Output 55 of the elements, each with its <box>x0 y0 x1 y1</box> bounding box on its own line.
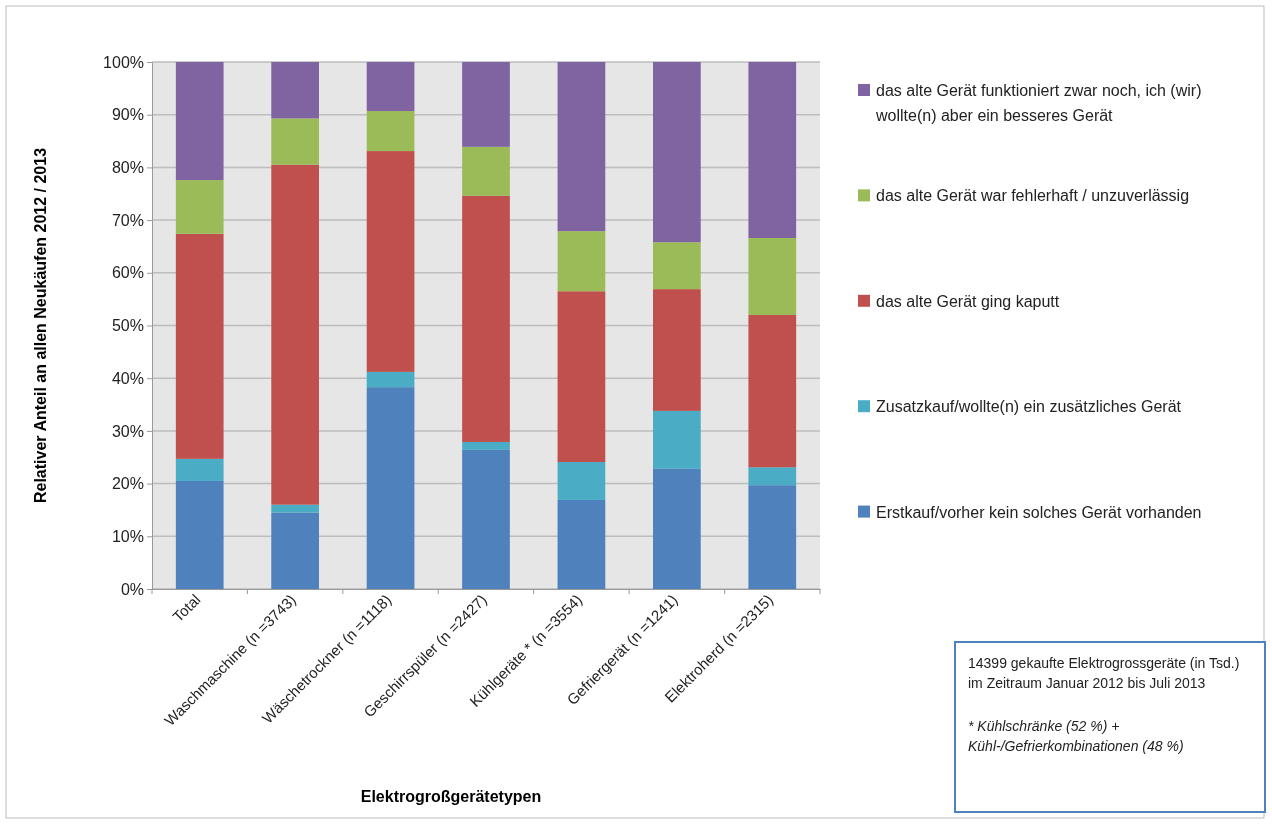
bar <box>175 480 224 589</box>
x-axis-title: Elektrogroßgerätetypen <box>360 788 542 805</box>
bar <box>557 499 606 589</box>
y-tick-label: 10% <box>111 527 144 545</box>
bar <box>271 62 319 119</box>
legend-label: Zusatzkauf/wollte(n) ein zusätzliches Gerät <box>876 398 1182 416</box>
y-tick-label: 0% <box>120 580 144 598</box>
bar <box>271 512 319 589</box>
bar <box>748 467 797 486</box>
y-tick-label: 60% <box>111 264 144 282</box>
bar <box>462 449 510 589</box>
bar <box>462 195 510 442</box>
bar <box>653 62 701 243</box>
bar <box>557 62 606 232</box>
bar <box>557 231 606 292</box>
text: 14399 gekaufte Elektrogrossgeräte (in Tsd.) im Zeitraum Januar 2012 bis Juli 2013 <box>968 655 1240 692</box>
bar <box>366 371 415 388</box>
bar <box>748 485 797 589</box>
bar <box>366 111 415 152</box>
bar <box>175 180 224 234</box>
bar <box>557 461 606 500</box>
bar <box>462 146 510 196</box>
bar <box>748 314 797 468</box>
bar <box>462 441 510 450</box>
y-tick-label: 100% <box>103 53 144 71</box>
y-tick-label: 80% <box>111 159 144 177</box>
legend-label: Erstkauf/vorher kein solches Gerät vorhanden <box>876 503 1202 521</box>
bar <box>462 62 510 147</box>
y-tick-label: 30% <box>111 422 144 440</box>
y-tick-label: 20% <box>111 475 144 493</box>
legend-label: das alte Gerät war fehlerhaft / unzuverlässig <box>876 187 1190 205</box>
text: * Kühlschränke (52 %) + Kühl-/Gefrierkombinationen (48 %) <box>968 717 1184 754</box>
legend-label: das alte Gerät ging kaputt <box>876 292 1060 310</box>
bar <box>271 504 319 513</box>
bar <box>653 410 701 469</box>
bar <box>175 233 224 459</box>
bar <box>748 62 797 239</box>
bar <box>653 242 701 290</box>
y-tick-label: 70% <box>111 211 144 229</box>
y-axis-title: Relativer Anteil an allen Neukäufen 2012 / 2013 <box>32 147 49 504</box>
bar <box>175 62 224 181</box>
bar <box>653 468 701 589</box>
bar <box>366 151 415 372</box>
bar <box>175 458 224 481</box>
bar <box>366 387 415 589</box>
legend-label: das alte Gerät funktioniert zwar noch, ich (wir) wollte(n) aber ein besseres Gerät <box>875 82 1202 124</box>
bar <box>557 291 606 462</box>
bar <box>271 164 319 505</box>
bar <box>366 62 415 112</box>
bar <box>748 238 797 315</box>
bar <box>653 289 701 411</box>
y-tick-label: 90% <box>111 106 144 124</box>
y-tick-label: 40% <box>111 369 144 387</box>
y-tick-label: 50% <box>111 317 144 335</box>
bar <box>271 118 319 165</box>
